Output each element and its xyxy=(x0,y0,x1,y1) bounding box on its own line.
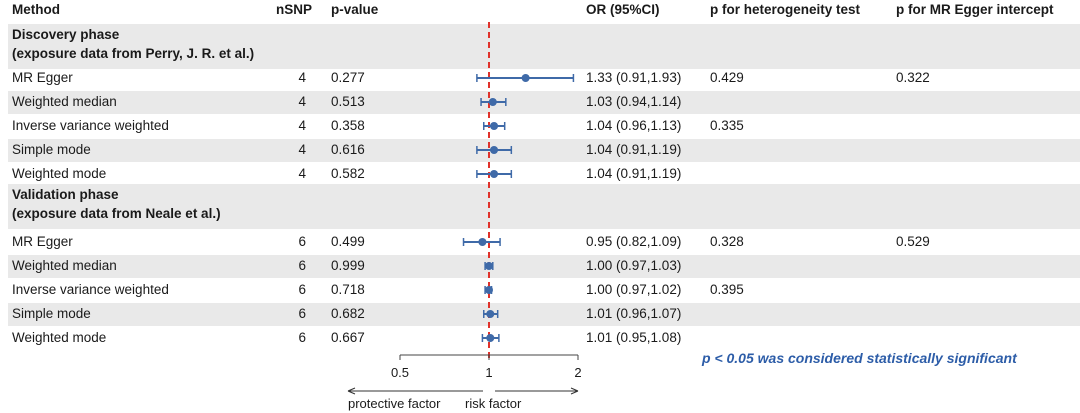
section-band xyxy=(8,24,1080,69)
row-method: Weighted mode xyxy=(12,166,107,181)
row-nsnp: 6 xyxy=(298,258,306,273)
row-band xyxy=(8,91,1080,114)
row-method: Inverse variance weighted xyxy=(12,118,169,133)
row-or: 1.00 (0.97,1.02) xyxy=(586,282,682,297)
row-nsnp: 6 xyxy=(298,306,306,321)
row-or: 1.01 (0.95,1.08) xyxy=(586,330,682,345)
row-or: 1.03 (0.94,1.14) xyxy=(586,94,682,109)
header-pvalue: p-value xyxy=(331,2,379,17)
x-tick-label: 2 xyxy=(574,365,581,380)
risk-label: risk factor xyxy=(465,396,522,411)
row-nsnp: 4 xyxy=(298,70,306,85)
row-nsnp: 4 xyxy=(298,142,306,157)
significance-note: p < 0.05 was considered statistically si… xyxy=(702,350,1017,366)
point-estimate xyxy=(490,146,499,154)
row-pvalue: 0.358 xyxy=(331,118,365,133)
header-method: Method xyxy=(12,2,60,17)
point-estimate xyxy=(490,122,499,130)
row-band xyxy=(8,303,1080,326)
row-method: Simple mode xyxy=(12,306,91,321)
row-or: 1.04 (0.91,1.19) xyxy=(586,142,682,157)
row-nsnp: 6 xyxy=(298,330,306,345)
row-pvalue: 0.499 xyxy=(331,234,365,249)
row-nsnp: 6 xyxy=(298,234,306,249)
row-egger-intercept: 0.322 xyxy=(896,70,930,85)
row-or: 1.33 (0.91,1.93) xyxy=(586,70,682,85)
row-heterogeneity: 0.429 xyxy=(710,70,744,85)
header-or: OR (95%CI) xyxy=(586,2,660,17)
row-nsnp: 6 xyxy=(298,282,306,297)
row-or: 1.04 (0.96,1.13) xyxy=(586,118,682,133)
row-pvalue: 0.667 xyxy=(331,330,365,345)
row-nsnp: 4 xyxy=(298,94,306,109)
row-pvalue: 0.277 xyxy=(331,70,365,85)
row-band xyxy=(8,255,1080,278)
risk-arrow-head xyxy=(570,387,579,395)
header-heterogeneity: p for heterogeneity test xyxy=(710,2,861,17)
row-pvalue: 0.616 xyxy=(331,142,365,157)
point-estimate xyxy=(486,310,495,318)
point-estimate xyxy=(490,170,499,178)
protective-arrow-head xyxy=(347,387,356,395)
row-or: 1.01 (0.96,1.07) xyxy=(586,306,682,321)
row-pvalue: 0.582 xyxy=(331,166,365,181)
header-egger-intercept: p for MR Egger intercept xyxy=(896,2,1054,17)
row-pvalue: 0.682 xyxy=(331,306,365,321)
row-pvalue: 0.513 xyxy=(331,94,365,109)
point-estimate xyxy=(488,98,497,106)
row-nsnp: 4 xyxy=(298,166,306,181)
row-or: 1.00 (0.97,1.03) xyxy=(586,258,682,273)
protective-label: protective factor xyxy=(348,396,441,411)
row-heterogeneity: 0.395 xyxy=(710,282,744,297)
row-method: Weighted median xyxy=(12,258,117,273)
x-tick-label: 1 xyxy=(485,365,492,380)
point-estimate xyxy=(485,262,493,270)
x-tick-label: 0.5 xyxy=(391,365,409,380)
row-nsnp: 4 xyxy=(298,118,306,133)
section-title: Discovery phase xyxy=(12,27,120,42)
row-method: MR Egger xyxy=(12,234,73,249)
row-method: Weighted median xyxy=(12,94,117,109)
header-nsnp: nSNP xyxy=(276,2,313,17)
section-subtitle: (exposure data from Perry, J. R. et al.) xyxy=(12,46,255,61)
row-or: 1.04 (0.91,1.19) xyxy=(586,166,682,181)
row-egger-intercept: 0.529 xyxy=(896,234,930,249)
point-estimate xyxy=(485,286,493,294)
row-heterogeneity: 0.328 xyxy=(710,234,744,249)
section-title: Validation phase xyxy=(12,187,119,202)
point-estimate xyxy=(478,238,487,246)
row-pvalue: 0.718 xyxy=(331,282,365,297)
row-heterogeneity: 0.335 xyxy=(710,118,744,133)
row-or: 0.95 (0.82,1.09) xyxy=(586,234,682,249)
row-method: Weighted mode xyxy=(12,330,107,345)
row-method: Inverse variance weighted xyxy=(12,282,169,297)
row-pvalue: 0.999 xyxy=(331,258,365,273)
section-subtitle: (exposure data from Neale et al.) xyxy=(12,206,221,221)
row-method: Simple mode xyxy=(12,142,91,157)
row-method: MR Egger xyxy=(12,70,73,85)
point-estimate xyxy=(521,74,530,82)
point-estimate xyxy=(486,334,495,342)
row-band xyxy=(8,139,1080,162)
section-band xyxy=(8,184,1080,229)
